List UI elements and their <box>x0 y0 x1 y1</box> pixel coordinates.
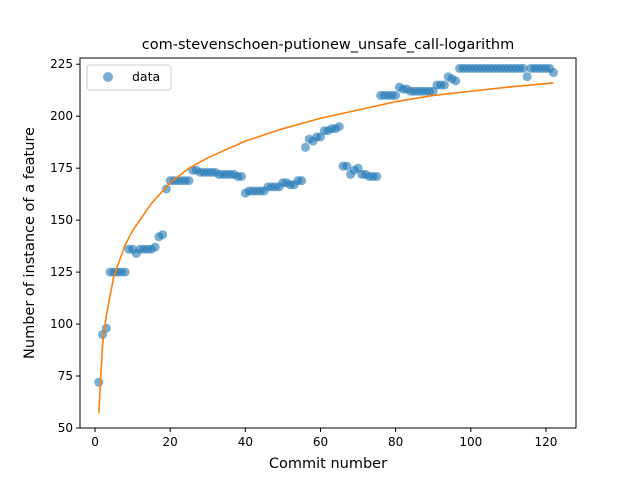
x-tick-label: 20 <box>163 435 178 449</box>
y-tick-label: 50 <box>58 421 73 435</box>
x-tick-label: 100 <box>459 435 482 449</box>
data-point <box>334 122 344 132</box>
data-point <box>439 80 449 90</box>
data-point <box>548 68 558 78</box>
fit-line <box>97 82 554 414</box>
data-point <box>522 72 532 82</box>
data-point <box>342 161 352 171</box>
y-tick-label: 100 <box>50 317 73 331</box>
data-point <box>101 323 111 333</box>
data-point <box>158 230 168 240</box>
data-point <box>237 171 247 181</box>
data-point <box>300 142 310 152</box>
y-tick-label: 200 <box>50 109 73 123</box>
data-point <box>391 90 401 100</box>
y-tick-label: 175 <box>50 161 73 175</box>
data-point <box>94 377 104 387</box>
data-point <box>297 176 307 186</box>
legend-marker-data <box>103 72 113 82</box>
data-point <box>372 171 382 181</box>
y-axis-label: Number of instance of a feature <box>22 127 38 359</box>
x-tick-label: 60 <box>313 435 328 449</box>
x-tick-label: 120 <box>534 435 557 449</box>
y-tick-label: 225 <box>50 57 73 71</box>
y-axis: 50 75 100 125 150 175 200 225 <box>50 57 80 435</box>
data-point <box>120 267 130 277</box>
x-tick-label: 80 <box>388 435 403 449</box>
data-point <box>451 76 461 86</box>
chart-title: com-stevenschoen-putionew_unsafe_call-lo… <box>142 37 514 53</box>
y-tick-label: 150 <box>50 213 73 227</box>
x-tick-label: 0 <box>91 435 99 449</box>
plot-frame <box>79 57 577 429</box>
y-tick-label: 125 <box>50 265 73 279</box>
x-axis: 0 20 40 60 80 100 120 <box>91 428 557 449</box>
legend-box <box>86 64 172 91</box>
legend: data <box>86 64 172 91</box>
x-axis-label: Commit number <box>269 456 387 472</box>
data-point <box>184 176 194 186</box>
y-tick-label: 75 <box>58 369 73 383</box>
plot-area <box>94 63 558 414</box>
data-point <box>150 242 160 252</box>
x-tick-label: 40 <box>238 435 253 449</box>
legend-label-data: data <box>132 69 160 84</box>
data-point <box>518 63 528 73</box>
data-point <box>161 184 171 194</box>
